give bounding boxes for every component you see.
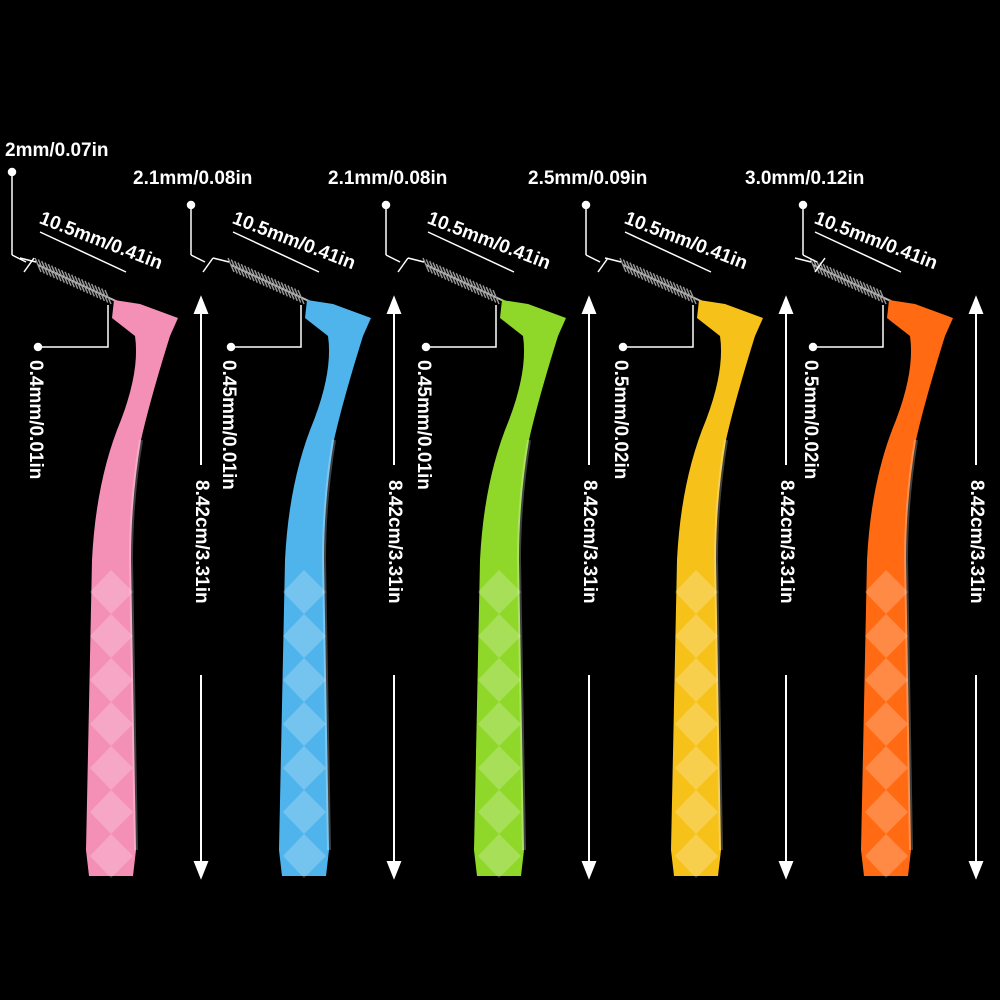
- total-length-arrow: [968, 295, 984, 880]
- brush-drawing: [381, 200, 597, 880]
- grip-diamond: [90, 658, 133, 702]
- head-diameter-marker: [798, 200, 826, 273]
- grip-diamond: [90, 790, 133, 834]
- bristle-head: [34, 257, 119, 305]
- grip-diamond: [283, 570, 326, 614]
- total-length-label: 8.42cm/3.31in: [966, 480, 987, 604]
- grip-diamond: [865, 658, 908, 702]
- wire-diameter-marker: [808, 305, 884, 352]
- head-diameter-label: 2.1mm/0.08in: [328, 168, 448, 189]
- grip-diamond: [90, 702, 133, 746]
- wire-diameter-label: 0.4mm/0.01in: [25, 360, 46, 480]
- brush-handle: [86, 300, 178, 876]
- wire-diameter-label: 0.45mm/0.01in: [218, 360, 239, 490]
- grip-diamond: [478, 658, 521, 702]
- wire-diameter-marker: [33, 305, 109, 352]
- grip-diamond: [675, 658, 718, 702]
- wire-diameter-marker: [618, 305, 694, 352]
- head-diameter-marker: [581, 200, 609, 273]
- grip-diamond: [865, 702, 908, 746]
- grip-diamond: [865, 746, 908, 790]
- brush-length-arrow: [19, 231, 127, 273]
- grip-diamond: [675, 702, 718, 746]
- grip-diamond: [478, 702, 521, 746]
- grip-diamond: [283, 790, 326, 834]
- bristle-head: [227, 257, 312, 305]
- wire-diameter-label: 0.45mm/0.01in: [413, 360, 434, 490]
- brush-column: 3.0mm/0.12in 10.5mm/0.41in 0.5mm/0.02in …: [745, 0, 987, 1000]
- grip-diamond: [675, 746, 718, 790]
- grip-diamond: [478, 746, 521, 790]
- grip-diamond: [865, 790, 908, 834]
- brush-column: 2.1mm/0.08in 10.5mm/0.41in 0.45mm/0.01in…: [328, 0, 600, 1000]
- grip-diamond: [675, 614, 718, 658]
- grip-diamond: [675, 834, 718, 878]
- bristle-head: [422, 257, 507, 305]
- grip-diamond: [283, 614, 326, 658]
- brush-length-arrow: [604, 231, 712, 273]
- brush-handle: [279, 300, 371, 876]
- grip-diamond: [478, 570, 521, 614]
- grip-diamond: [283, 746, 326, 790]
- wire-diameter-label: 0.5mm/0.02in: [800, 360, 821, 480]
- brush-drawing: [794, 200, 984, 880]
- grip-diamond: [675, 570, 718, 614]
- grip-diamond: [283, 834, 326, 878]
- brush-length-arrow: [212, 231, 320, 273]
- head-diameter-label: 3.0mm/0.12in: [745, 168, 865, 189]
- brush-length-arrow: [407, 231, 515, 273]
- head-diameter-label: 2.1mm/0.08in: [133, 168, 253, 189]
- head-diameter-marker: [381, 200, 409, 273]
- grip-diamond: [865, 614, 908, 658]
- brush-column: 2.1mm/0.08in 10.5mm/0.41in 0.45mm/0.01in…: [133, 0, 405, 1000]
- wire-diameter-label: 0.5mm/0.02in: [610, 360, 631, 480]
- brush-handle: [671, 300, 763, 876]
- grip-diamond: [90, 570, 133, 614]
- wire-diameter-marker: [226, 305, 302, 352]
- head-diameter-label: 2mm/0.07in: [5, 140, 109, 161]
- grip-diamond: [478, 614, 521, 658]
- head-diameter-label: 2.5mm/0.09in: [528, 168, 648, 189]
- head-diameter-marker: [7, 167, 35, 273]
- wire-diameter-marker: [421, 305, 497, 352]
- brush-drawing: [581, 200, 794, 880]
- grip-diamond: [283, 658, 326, 702]
- brush-drawing: [7, 167, 209, 880]
- grip-diamond: [90, 614, 133, 658]
- total-length-arrow: [581, 295, 597, 880]
- brush-handle: [474, 300, 566, 876]
- bristle-head: [619, 257, 704, 305]
- brush-handle: [861, 300, 953, 876]
- brush-length-arrow: [794, 231, 902, 273]
- grip-diamond: [283, 702, 326, 746]
- brush-column: 2mm/0.07in 10.5mm/0.41in 0.4mm/0.01in 8.…: [0, 0, 212, 1000]
- grip-diamond: [675, 790, 718, 834]
- total-length-arrow: [386, 295, 402, 880]
- grip-diamond: [90, 746, 133, 790]
- head-diameter-marker: [186, 200, 214, 273]
- grip-diamond: [478, 834, 521, 878]
- brush-column: 2.5mm/0.09in 10.5mm/0.41in 0.5mm/0.02in …: [528, 0, 797, 1000]
- brush-drawing: [186, 200, 402, 880]
- bristle-head: [809, 257, 894, 305]
- grip-diamond: [865, 570, 908, 614]
- grip-diamond: [478, 790, 521, 834]
- grip-diamond: [865, 834, 908, 878]
- total-length-arrow: [193, 295, 209, 880]
- grip-diamond: [90, 834, 133, 878]
- total-length-arrow: [778, 295, 794, 880]
